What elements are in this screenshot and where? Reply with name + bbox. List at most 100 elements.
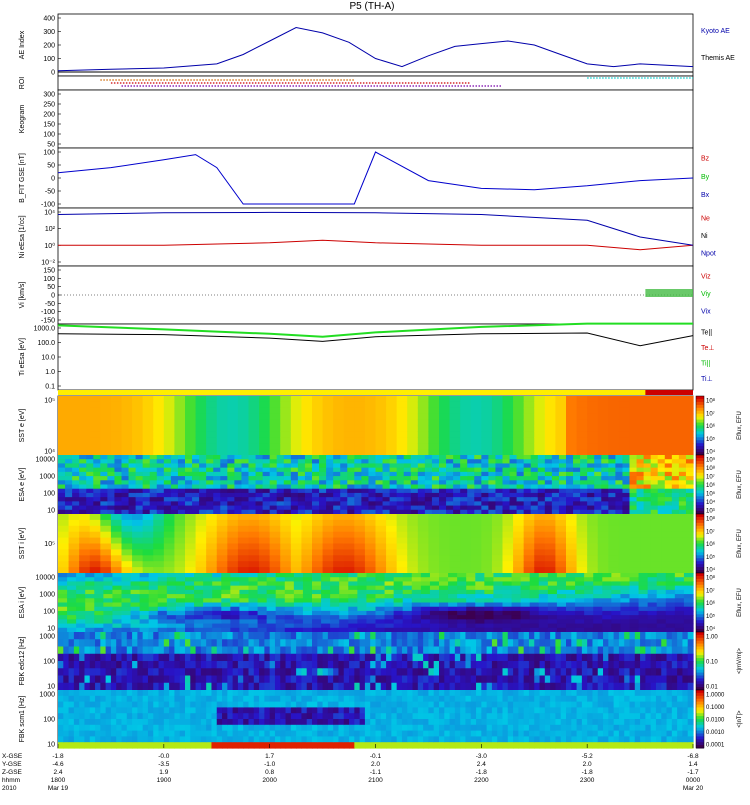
spectrogram-cell-esa_e	[361, 463, 369, 468]
spectrogram-cell-esa_e	[326, 463, 334, 468]
spectrogram-cell-esa_i	[566, 607, 576, 612]
spectrogram-cell-fbk_b	[148, 690, 154, 696]
spectrogram-cell-fbk_e	[328, 639, 334, 647]
spectrogram-cell-sst_i	[587, 514, 598, 521]
spectrogram-cell-esa_i	[203, 607, 213, 612]
spectrogram-cell-esa_i	[85, 624, 95, 629]
spectrogram-cell-fbk_b	[58, 725, 64, 731]
spectrogram-cell-fbk_b	[84, 725, 90, 731]
spectrogram-cell-fbk_e	[317, 676, 323, 684]
spectrogram-cell-fbk_e	[264, 647, 270, 655]
spectrogram-cell-esa_e	[150, 468, 158, 473]
spectrogram-cell-sst_i	[122, 567, 133, 574]
spectrogram-cell-sst_e	[460, 408, 471, 415]
spectrogram-cell-sst_i	[566, 538, 577, 545]
spectrogram-cell-esa_e	[453, 463, 461, 468]
spectrogram-cell-fbk_e	[455, 676, 461, 684]
spectrogram-cell-fbk_b	[164, 702, 170, 708]
spectrogram-cell-esa_e	[150, 459, 158, 464]
spectrogram-cell-esa_e	[432, 501, 440, 506]
spectrogram-cell-sst_i	[111, 561, 122, 568]
spectrogram-cell-sst_e	[270, 414, 281, 421]
spectrogram-cell-fbk_e	[524, 676, 530, 684]
spectrogram-cell-esa_i	[602, 628, 612, 633]
spectrogram-cell-fbk_b	[69, 690, 75, 696]
colorbar-label-esa_i: 10⁷	[706, 587, 715, 594]
spectrogram-cell-esa_e	[256, 476, 264, 481]
spectrogram-cell-fbk_e	[148, 639, 154, 647]
spectrogram-cell-fbk_e	[296, 676, 302, 684]
spectrogram-cell-sst_e	[280, 443, 291, 450]
spectrogram-cell-esa_i	[611, 581, 621, 586]
spectrogram-cell-sst_i	[312, 549, 323, 556]
spectrogram-cell-fbk_e	[418, 647, 424, 655]
spectrogram-cell-fbk_e	[640, 654, 646, 662]
spectrogram-cell-sst_i	[354, 532, 365, 539]
spectrogram-cell-esa_e	[291, 506, 299, 511]
spectrogram-cell-esa_e	[453, 510, 461, 515]
spectrogram-cell-esa_e	[354, 506, 362, 511]
spectrogram-cell-sst_e	[249, 437, 260, 444]
spectrogram-cell-fbk_e	[566, 676, 572, 684]
spectrogram-cell-esa_e	[114, 472, 122, 477]
spectrogram-cell-fbk_e	[455, 654, 461, 662]
spectrogram-cell-fbk_b	[132, 713, 138, 719]
spectrogram-cell-esa_e	[545, 459, 553, 464]
spectrogram-cell-fbk_e	[381, 639, 387, 647]
spectrogram-cell-sst_i	[227, 526, 238, 533]
spectrogram-cell-esa_i	[657, 603, 667, 608]
spectrogram-cell-fbk_b	[148, 719, 154, 725]
spectrogram-cell-sst_i	[460, 514, 471, 521]
spectrogram-cell-fbk_e	[370, 654, 376, 662]
spectrogram-cell-sst_i	[291, 520, 302, 527]
spectrogram-cell-esa_i	[348, 577, 358, 582]
spectrogram-cell-fbk_e	[471, 683, 477, 691]
spectrogram-cell-fbk_b	[111, 725, 117, 731]
spectrogram-cell-fbk_e	[74, 668, 80, 676]
spectrogram-cell-esa_i	[267, 594, 277, 599]
spectrogram-cell-fbk_b	[100, 707, 106, 713]
spectrogram-cell-esa_i	[131, 573, 141, 578]
spectrogram-cell-esa_e	[460, 506, 468, 511]
spectrogram-cell-sst_e	[312, 408, 323, 415]
spectrogram-cell-sst_i	[630, 567, 641, 574]
spectrogram-cell-fbk_e	[397, 647, 403, 655]
spectrogram-cell-esa_e	[573, 455, 581, 460]
spectrogram-cell-esa_i	[167, 624, 177, 629]
spectrogram-cell-fbk_b	[180, 725, 186, 731]
spectrogram-cell-sst_e	[323, 437, 334, 444]
spectrogram-cell-esa_e	[107, 476, 115, 481]
spectrogram-cell-sst_e	[661, 437, 672, 444]
spectrogram-cell-sst_e	[227, 443, 238, 450]
spectrogram-cell-esa_i	[394, 573, 404, 578]
spectrogram-cell-esa_e	[354, 476, 362, 481]
spectrogram-cell-fbk_b	[127, 731, 133, 737]
spectrogram-cell-sst_i	[682, 544, 693, 551]
spectrogram-cell-sst_i	[122, 555, 133, 562]
spectrogram-cell-fbk_e	[619, 668, 625, 676]
spectrogram-cell-sst_i	[492, 532, 503, 539]
spectrogram-cell-esa_e	[552, 480, 560, 485]
spectrogram-cell-fbk_e	[74, 676, 80, 684]
spectrogram-cell-esa_e	[312, 480, 320, 485]
spectrogram-cell-esa_e	[665, 493, 673, 498]
spectrogram-cell-sst_i	[651, 520, 662, 527]
spectrogram-cell-fbk_e	[571, 639, 577, 647]
spectrogram-cell-fbk_e	[471, 661, 477, 669]
spectrogram-cell-esa_e	[347, 489, 355, 494]
spectrogram-cell-esa_i	[294, 624, 304, 629]
spectrogram-cell-esa_i	[276, 628, 286, 633]
spectrogram-cell-fbk_e	[603, 676, 609, 684]
spectrogram-cell-fbk_e	[312, 632, 318, 640]
spectrogram-cell-sst_e	[524, 449, 535, 456]
spectrogram-cell-sst_e	[164, 420, 175, 427]
spectrogram-cell-esa_e	[354, 455, 362, 460]
spectrogram-cell-fbk_b	[185, 736, 191, 742]
spectrogram-cell-fbk_e	[243, 639, 249, 647]
spectrogram-cell-sst_i	[376, 520, 387, 527]
spectrogram-cell-sst_e	[682, 420, 693, 427]
spectrogram-cell-esa_e	[474, 493, 482, 498]
spectrogram-cell-fbk_e	[587, 676, 593, 684]
spectrogram-cell-sst_i	[270, 561, 281, 568]
spectrogram-cell-fbk_e	[243, 661, 249, 669]
